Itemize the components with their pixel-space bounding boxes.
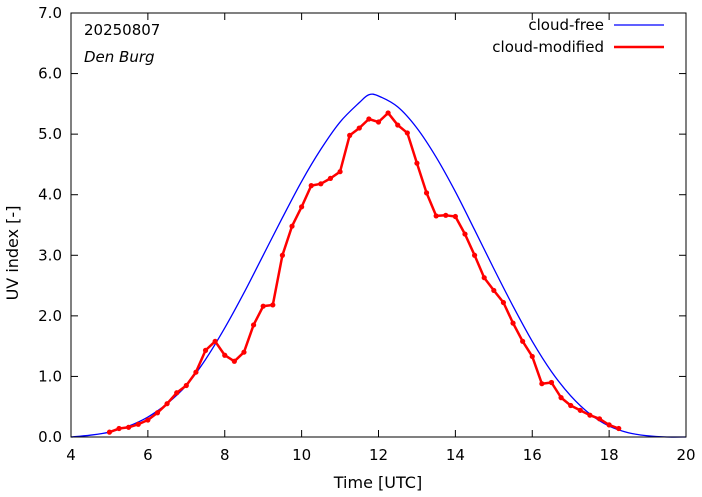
data-point-cloud-modified: [174, 390, 180, 396]
data-point-cloud-modified: [270, 302, 276, 308]
data-point-cloud-modified: [164, 401, 170, 407]
x-tick-label: 6: [143, 446, 153, 464]
y-tick-label: 3.0: [38, 246, 62, 264]
data-point-cloud-modified: [606, 422, 612, 428]
y-axis-title: UV index [-]: [3, 206, 22, 301]
y-tick-label: 0.0: [38, 428, 62, 446]
x-tick-label: 16: [523, 446, 542, 464]
legend: cloud-free cloud-modified: [492, 16, 664, 56]
data-point-cloud-modified: [135, 421, 141, 427]
data-point-cloud-modified: [577, 407, 583, 413]
data-point-cloud-modified: [318, 181, 324, 187]
data-point-cloud-modified: [510, 320, 516, 326]
data-point-cloud-modified: [356, 125, 362, 131]
data-point-cloud-modified: [327, 175, 334, 181]
data-point-cloud-modified: [500, 299, 507, 306]
data-point-cloud-modified: [520, 338, 526, 344]
data-point-cloud-modified: [471, 252, 478, 258]
data-point-cloud-modified: [193, 369, 199, 375]
axis-ticks: 4 6 8 10 12 14 16 18 20 0.0 1.0 2.0 3.0 4.0 5.0 6.0 7.0: [38, 4, 695, 464]
data-point-cloud-modified: [404, 130, 410, 136]
data-point-cloud-modified: [308, 183, 314, 189]
data-point-cloud-modified: [423, 190, 430, 196]
data-point-cloud-modified: [202, 347, 209, 353]
x-axis-title: Time [UTC]: [333, 473, 422, 492]
data-point-cloud-modified: [414, 160, 420, 166]
x-tick-label: 20: [676, 446, 695, 464]
data-point-cloud-modified: [491, 287, 497, 294]
x-tick-label: 8: [220, 446, 230, 464]
date-annotation: 20250807: [84, 21, 160, 39]
data-point-cloud-modified: [462, 231, 468, 237]
data-point-cloud-modified: [443, 212, 449, 218]
data-point-cloud-modified: [375, 119, 382, 125]
plot-lines: [70, 93, 687, 438]
data-point-cloud-modified: [212, 338, 218, 344]
y-tick-label: 2.0: [38, 307, 62, 325]
data-point-cloud-modified: [452, 213, 458, 220]
y-tick-label: 1.0: [38, 367, 62, 385]
series-line-cloud-modified: [108, 111, 620, 434]
data-point-cloud-modified: [587, 412, 593, 418]
y-tick-label: 6.0: [38, 65, 62, 83]
data-point-cloud-modified: [558, 395, 564, 401]
data-point-cloud-modified: [347, 132, 353, 138]
station-annotation: Den Burg: [84, 48, 155, 66]
data-point-cloud-modified: [260, 303, 266, 309]
data-point-cloud-modified: [385, 110, 391, 116]
x-tick-label: 14: [446, 446, 465, 464]
legend-label-cloud-free: cloud-free: [528, 16, 604, 34]
data-point-cloud-modified: [337, 169, 343, 175]
data-point-cloud-modified: [299, 204, 305, 210]
data-point-cloud-modified: [222, 352, 228, 358]
data-point-cloud-modified: [106, 429, 113, 435]
series-line-cloud-free: [70, 93, 687, 438]
data-point-cloud-modified: [395, 122, 401, 128]
data-point-cloud-modified: [154, 410, 161, 416]
data-point-cloud-modified: [596, 416, 603, 422]
data-point-cloud-modified: [241, 349, 247, 355]
x-tick-label: 4: [66, 446, 76, 464]
data-point-cloud-modified: [616, 425, 622, 432]
x-tick-label: 12: [369, 446, 388, 464]
legend-label-cloud-modified: cloud-modified: [492, 38, 604, 56]
data-point-cloud-modified: [366, 116, 372, 122]
data-point-cloud-modified: [529, 353, 535, 360]
x-tick-label: 10: [292, 446, 311, 464]
y-tick-label: 7.0: [38, 4, 62, 22]
data-point-cloud-modified: [279, 252, 286, 258]
data-point-cloud-modified: [481, 275, 487, 281]
data-point-cloud-modified: [126, 424, 132, 430]
data-point-cloud-modified: [116, 425, 122, 432]
data-point-cloud-modified: [289, 223, 295, 229]
data-point-cloud-modified: [145, 417, 151, 423]
y-tick-label: 5.0: [38, 125, 62, 143]
data-point-cloud-modified: [433, 213, 439, 219]
data-point-cloud-modified: [539, 381, 545, 387]
y-tick-label: 4.0: [38, 186, 62, 204]
data-point-cloud-modified: [183, 382, 189, 389]
data-point-cloud-modified: [568, 402, 574, 409]
data-point-cloud-modified: [250, 322, 257, 328]
x-tick-label: 18: [600, 446, 619, 464]
data-point-cloud-modified: [548, 379, 555, 386]
data-point-cloud-modified: [231, 358, 237, 364]
